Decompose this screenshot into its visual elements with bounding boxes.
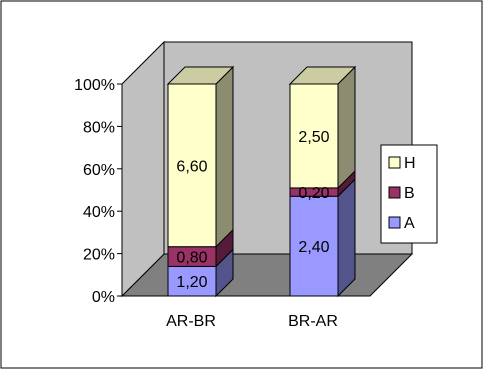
y-tick-label: 80%: [83, 119, 115, 136]
bar-top-br-ar: [288, 66, 357, 85]
legend-swatch-h: [388, 156, 401, 169]
data-label-a-br-ar: 2,40: [298, 239, 329, 256]
bar-top-ar-br: [166, 66, 235, 85]
y-tick-label: 0%: [92, 289, 115, 306]
legend-swatch-b: [388, 186, 401, 199]
y-tick-label: 40%: [83, 204, 115, 221]
y-tick-label: 100%: [74, 77, 115, 94]
legend-label-b: B: [404, 185, 415, 202]
x-tick-label: AR-BR: [166, 313, 216, 330]
plot-floor: [120, 253, 414, 297]
data-label-b-br-ar: 0,20: [298, 185, 329, 202]
bar-side-h-ar-br: [215, 65, 234, 248]
bar-side-h-br-ar: [337, 65, 356, 190]
data-label-h-ar-br: 6,60: [176, 158, 207, 175]
data-label-h-br-ar: 2,50: [298, 129, 329, 146]
x-tick-label: BR-AR: [288, 313, 338, 330]
bar-h-ar-br: [167, 83, 217, 248]
y-tick-label: 60%: [83, 162, 115, 179]
data-label-b-ar-br: 0,80: [176, 250, 207, 267]
plot-side-wall: [121, 40, 165, 298]
data-label-a-ar-br: 1,20: [176, 274, 207, 291]
bar-side-a-br-ar: [337, 178, 356, 298]
legend-label-a: A: [404, 215, 415, 232]
y-tick-label: 20%: [83, 247, 115, 264]
legend-label-h: H: [404, 155, 416, 172]
legend-swatch-a: [388, 216, 401, 229]
